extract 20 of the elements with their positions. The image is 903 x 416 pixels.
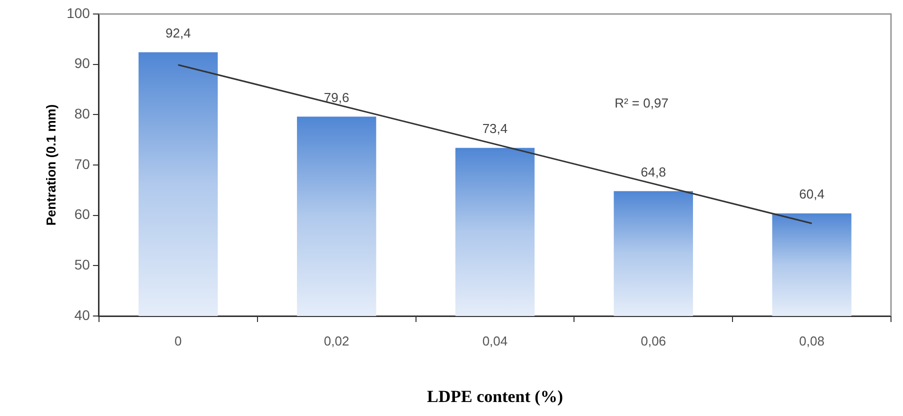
y-tick-label: 70	[74, 156, 90, 172]
x-tick-label: 0,08	[799, 333, 824, 348]
data-label: 79,6	[324, 90, 350, 105]
y-tick-label: 40	[74, 306, 90, 323]
x-tick-label: 0	[174, 333, 182, 348]
x-axis-title: LDPE content (%)	[426, 387, 563, 406]
x-tick-label: 0,04	[482, 333, 508, 348]
annotation: R² = 0,97	[614, 96, 668, 111]
y-axis-title: Pentration (0.1 mm)	[43, 104, 58, 226]
y-tick-label: 50	[74, 256, 90, 273]
data-label: 60,4	[799, 186, 824, 202]
y-tick-label: 90	[74, 55, 90, 72]
y-tick-label: 100	[66, 4, 90, 21]
x-tick-label: 0,02	[324, 333, 350, 348]
x-tick-label: 0,06	[640, 333, 666, 348]
data-label: 73,4	[482, 120, 508, 136]
y-tick-label: 80	[74, 106, 90, 122]
y-tick-label: 60	[74, 206, 90, 222]
data-label: 64,8	[640, 164, 666, 180]
data-label: 92,4	[166, 25, 191, 40]
